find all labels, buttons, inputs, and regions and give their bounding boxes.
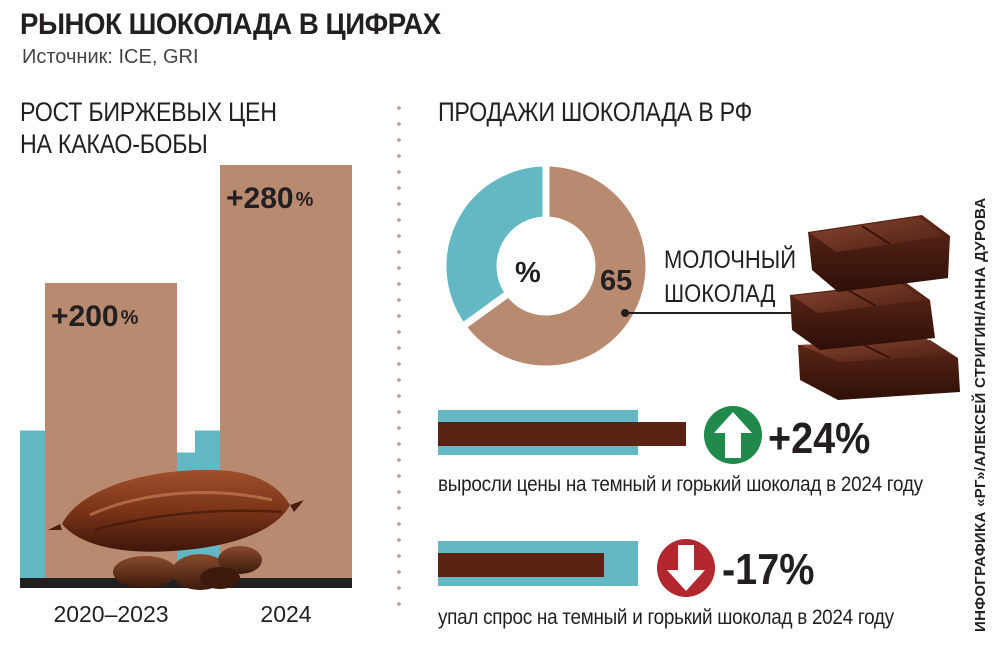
change-bars [438, 410, 686, 586]
bar-value-label-2: +280 [226, 182, 294, 215]
x-tick-label-2: 2024 [260, 601, 311, 627]
change-bar-value-2 [438, 553, 604, 577]
sales-chart-title: ПРОДАЖИ ШОКОЛАДА В РФ [438, 97, 752, 127]
cocoa-title-line-1: РОСТ БИРЖЕВЫХ ЦЕН [20, 97, 277, 127]
dotted-divider [397, 100, 401, 610]
cocoa-price-bar-chart: +200 % 2020–2023 +280 % 2024 [20, 165, 352, 627]
donut-slice-1 [457, 159, 653, 373]
donut-slice-value-milk: 65 [600, 265, 632, 297]
x-tick-label-1: 2020–2023 [53, 601, 168, 627]
chocolate-pieces-illustration [790, 215, 960, 400]
band-gap [177, 430, 195, 453]
bar-value-unit-1: % [121, 307, 139, 329]
bar-value-label-1: +200 [51, 300, 119, 333]
cocoa-chart-title: РОСТ БИРЖЕВЫХ ЦЕН НА КАКАО-БОБЫ [20, 96, 277, 160]
change-bar-value-1 [438, 422, 686, 446]
main-title: РЫНОК ШОКОЛАДА В ЦИФРАХ [20, 8, 441, 41]
demand-change-caption: упал спрос на темный и горький шоколад в… [438, 606, 894, 629]
demand-change-value: -17% [722, 545, 815, 594]
arrow-up-icon [704, 406, 762, 464]
arrow-down-icon [657, 539, 715, 597]
cocoa-title-line-2: НА КАКАО-БОБЫ [20, 129, 208, 159]
credit-line: ИНФОГРАФИКА «РГ»/АЛЕКСЕЙ СТРИГИН/АННА ДУ… [972, 197, 989, 632]
donut-center-label: % [515, 257, 541, 289]
source-note: Источник: ICE, GRI [22, 46, 199, 68]
donut-slice-2 [439, 159, 550, 332]
price-change-value: +24% [768, 414, 871, 463]
price-change-caption: выросли цены на темный и горький шоколад… [438, 473, 923, 496]
bar-value-unit-2: % [296, 189, 314, 211]
cocoa-pod-illustration [48, 469, 304, 590]
milk-chocolate-label-line-1: МОЛОЧНЫЙ [664, 245, 796, 274]
sales-donut-chart [439, 159, 653, 373]
milk-chocolate-label-line-2: ШОКОЛАД [664, 280, 775, 308]
